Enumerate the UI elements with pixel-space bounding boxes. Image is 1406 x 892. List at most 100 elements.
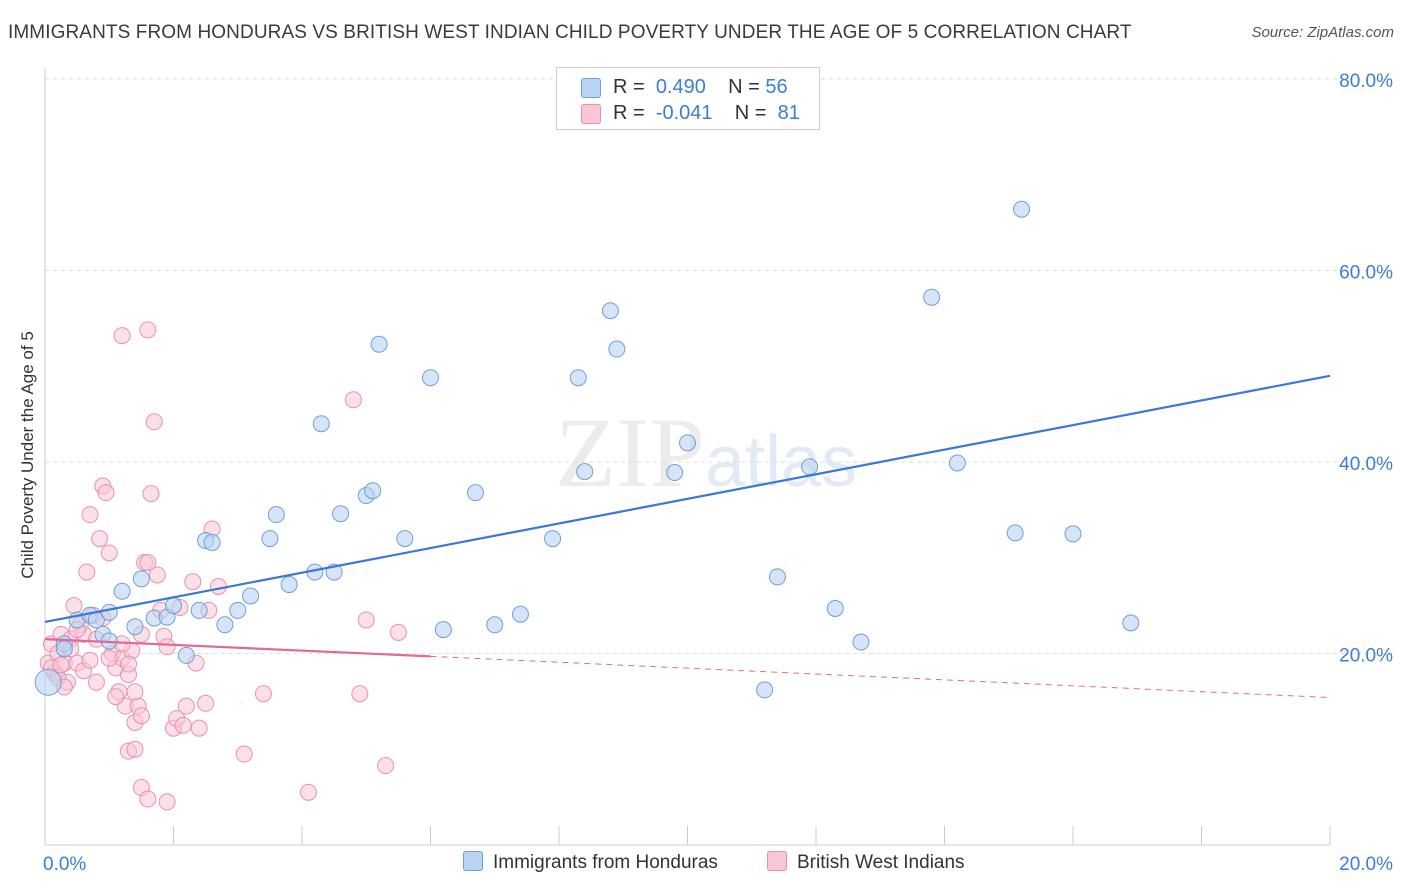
data-point-british-west-indians [148,566,166,584]
legend-r-label: R = [613,76,645,98]
bottom-legend-honduras: Immigrants from Honduras [463,851,718,874]
data-point-immigrants-from-honduras [1122,614,1140,632]
data-point-immigrants-from-honduras [34,668,62,696]
data-point-immigrants-from-honduras [190,601,208,619]
data-point-british-west-indians [177,697,195,715]
data-point-immigrants-from-honduras [923,288,941,306]
data-point-british-west-indians [174,716,192,734]
data-point-immigrants-from-honduras [332,505,350,523]
data-point-immigrants-from-honduras [1064,525,1082,543]
data-point-immigrants-from-honduras [1006,524,1024,542]
legend-row-bwi: R = -0.041 N = 81 [581,102,800,128]
data-point-immigrants-from-honduras [466,484,484,502]
data-point-immigrants-from-honduras [203,533,221,551]
trend-line-bwi [44,638,431,658]
data-point-british-west-indians [97,484,115,502]
data-point-british-west-indians [132,707,150,725]
data-point-immigrants-from-honduras [55,640,73,658]
data-point-immigrants-from-honduras [216,616,234,634]
data-point-immigrants-from-honduras [948,454,966,472]
data-point-british-west-indians [190,719,208,737]
data-point-british-west-indians [197,694,215,712]
data-point-british-west-indians [142,485,160,503]
legend-row-honduras: R = 0.490 N = 56 [581,76,788,102]
data-point-immigrants-from-honduras [113,582,131,600]
y-tick-label: 20.0% [1339,646,1393,667]
data-point-british-west-indians [299,783,317,801]
data-point-british-west-indians [113,327,131,345]
x-tick-label-max: 20.0% [1339,854,1393,875]
axes [44,68,1331,846]
data-point-british-west-indians [120,655,138,673]
series-immigrants-from-honduras [34,200,1140,699]
data-point-immigrants-from-honduras [801,458,819,476]
data-point-immigrants-from-honduras [544,530,562,548]
data-point-immigrants-from-honduras [666,464,684,482]
bottom-legend-label: Immigrants from Honduras [493,852,718,873]
trend-line-bwi-extension [430,655,1331,699]
data-point-british-west-indians [184,573,202,591]
legend-r-value: 0.490 [655,76,706,98]
data-point-immigrants-from-honduras [826,599,844,617]
x-tick-label-min: 0.0% [43,854,86,875]
data-point-british-west-indians [126,683,144,701]
data-point-british-west-indians [139,321,157,339]
data-point-british-west-indians [81,651,99,669]
data-point-immigrants-from-honduras [679,434,696,452]
y-axis-label: Child Poverty Under the Age of 5 [18,331,37,579]
data-point-british-west-indians [209,577,227,595]
y-tick-label: 80.0% [1339,71,1393,92]
data-point-british-west-indians [107,688,125,706]
data-point-immigrants-from-honduras [267,506,285,524]
bottom-legend-swatch-blue [463,851,483,871]
grid-lines [45,78,1392,654]
legend-n-value: 81 [777,102,800,124]
data-point-immigrants-from-honduras [364,482,382,500]
data-point-british-west-indians [344,391,362,409]
data-point-immigrants-from-honduras [165,597,182,615]
legend-swatch-blue [581,77,601,98]
data-point-immigrants-from-honduras [852,633,870,651]
trend-line-honduras [44,374,1331,623]
legend-n-label: N = [734,102,767,124]
data-point-immigrants-from-honduras [601,302,619,320]
data-point-british-west-indians [254,685,272,703]
legend-swatch-pink [581,103,601,124]
data-point-immigrants-from-honduras [576,463,594,481]
bottom-legend-swatch-pink [767,851,787,871]
data-point-british-west-indians [139,790,157,808]
data-point-immigrants-from-honduras [486,616,504,634]
data-point-british-west-indians [139,554,157,572]
data-point-british-west-indians [100,649,118,667]
data-point-british-west-indians [158,793,176,811]
data-point-immigrants-from-honduras [569,369,587,387]
data-point-british-west-indians [351,685,369,703]
data-point-immigrants-from-honduras [229,601,247,619]
data-point-immigrants-from-honduras [768,568,786,586]
watermark-zip: ZIP [555,397,705,508]
y-tick-label: 40.0% [1339,454,1393,475]
data-point-immigrants-from-honduras [370,335,388,353]
data-point-british-west-indians [87,673,105,691]
data-point-immigrants-from-honduras [312,415,330,433]
data-point-british-west-indians [389,623,407,641]
data-point-british-west-indians [126,740,144,758]
data-point-british-west-indians [145,413,163,431]
series-british-west-indians [39,321,407,811]
data-point-british-west-indians [81,506,99,524]
data-point-immigrants-from-honduras [177,646,195,664]
data-point-immigrants-from-honduras [280,576,298,594]
bottom-legend-label: British West Indians [797,852,965,873]
data-point-british-west-indians [357,611,375,629]
data-point-immigrants-from-honduras [132,570,150,588]
trend-lines [44,374,1331,699]
data-point-british-west-indians [377,757,395,775]
y-tick-label: 60.0% [1339,263,1393,284]
data-point-british-west-indians [52,656,70,674]
source-label: Source: ZipAtlas.com [1251,24,1394,41]
data-point-immigrants-from-honduras [756,681,774,699]
legend-r-value: -0.041 [655,102,713,124]
legend-r-label: R = [613,102,645,124]
data-point-immigrants-from-honduras [511,605,529,623]
